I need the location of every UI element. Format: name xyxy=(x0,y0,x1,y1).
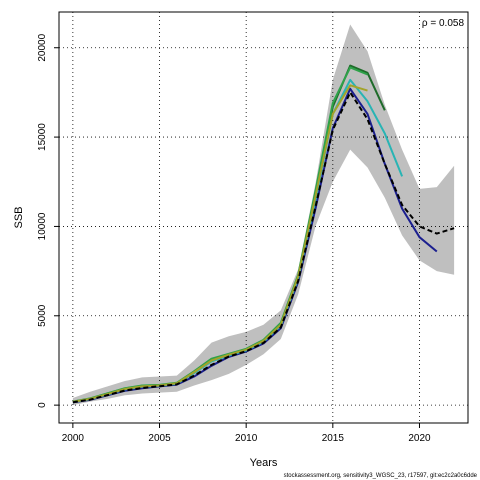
x-tick-label: 2010 xyxy=(235,433,258,444)
plot-frame xyxy=(58,11,469,424)
y-tick-label: 0 xyxy=(37,402,48,408)
y-tick-label: 10000 xyxy=(37,212,48,240)
y-axis-title: SSB xyxy=(13,206,25,228)
confidence-band xyxy=(72,24,455,406)
series-lines xyxy=(72,64,455,404)
series-line-6 xyxy=(72,91,455,404)
confidence-band-layer xyxy=(72,24,455,406)
x-axis-title: Years xyxy=(250,457,278,469)
x-tick-label: 2000 xyxy=(62,433,85,444)
series-line-5 xyxy=(72,84,368,403)
x-tick-label: 2005 xyxy=(148,433,171,444)
footer-source-text: stockassessment.org, sensitivity3_WGSC_2… xyxy=(284,473,478,479)
rho-annotation: ρ = 0.058 xyxy=(422,18,465,29)
y-tick-label: 15000 xyxy=(37,123,48,151)
y-tick-label: 20000 xyxy=(37,33,48,61)
x-tick-label: 2015 xyxy=(322,433,345,444)
y-axis-ticks: 0 5000 10000 15000 20000 xyxy=(37,33,59,408)
gridlines xyxy=(59,12,468,423)
y-tick-label: 5000 xyxy=(37,304,48,327)
x-tick-label: 2020 xyxy=(408,433,431,444)
x-axis-ticks: 2000 2005 2010 2015 2020 xyxy=(62,423,431,444)
